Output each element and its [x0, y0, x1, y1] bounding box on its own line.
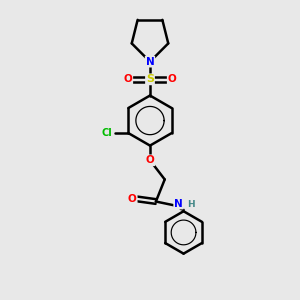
Text: O: O	[128, 194, 137, 204]
Text: H: H	[188, 200, 195, 209]
Text: N: N	[174, 199, 183, 208]
Text: O: O	[168, 74, 176, 84]
Text: S: S	[146, 74, 154, 84]
Text: O: O	[146, 155, 154, 165]
Text: Cl: Cl	[102, 128, 112, 138]
Text: O: O	[124, 74, 132, 84]
Text: N: N	[146, 57, 154, 67]
